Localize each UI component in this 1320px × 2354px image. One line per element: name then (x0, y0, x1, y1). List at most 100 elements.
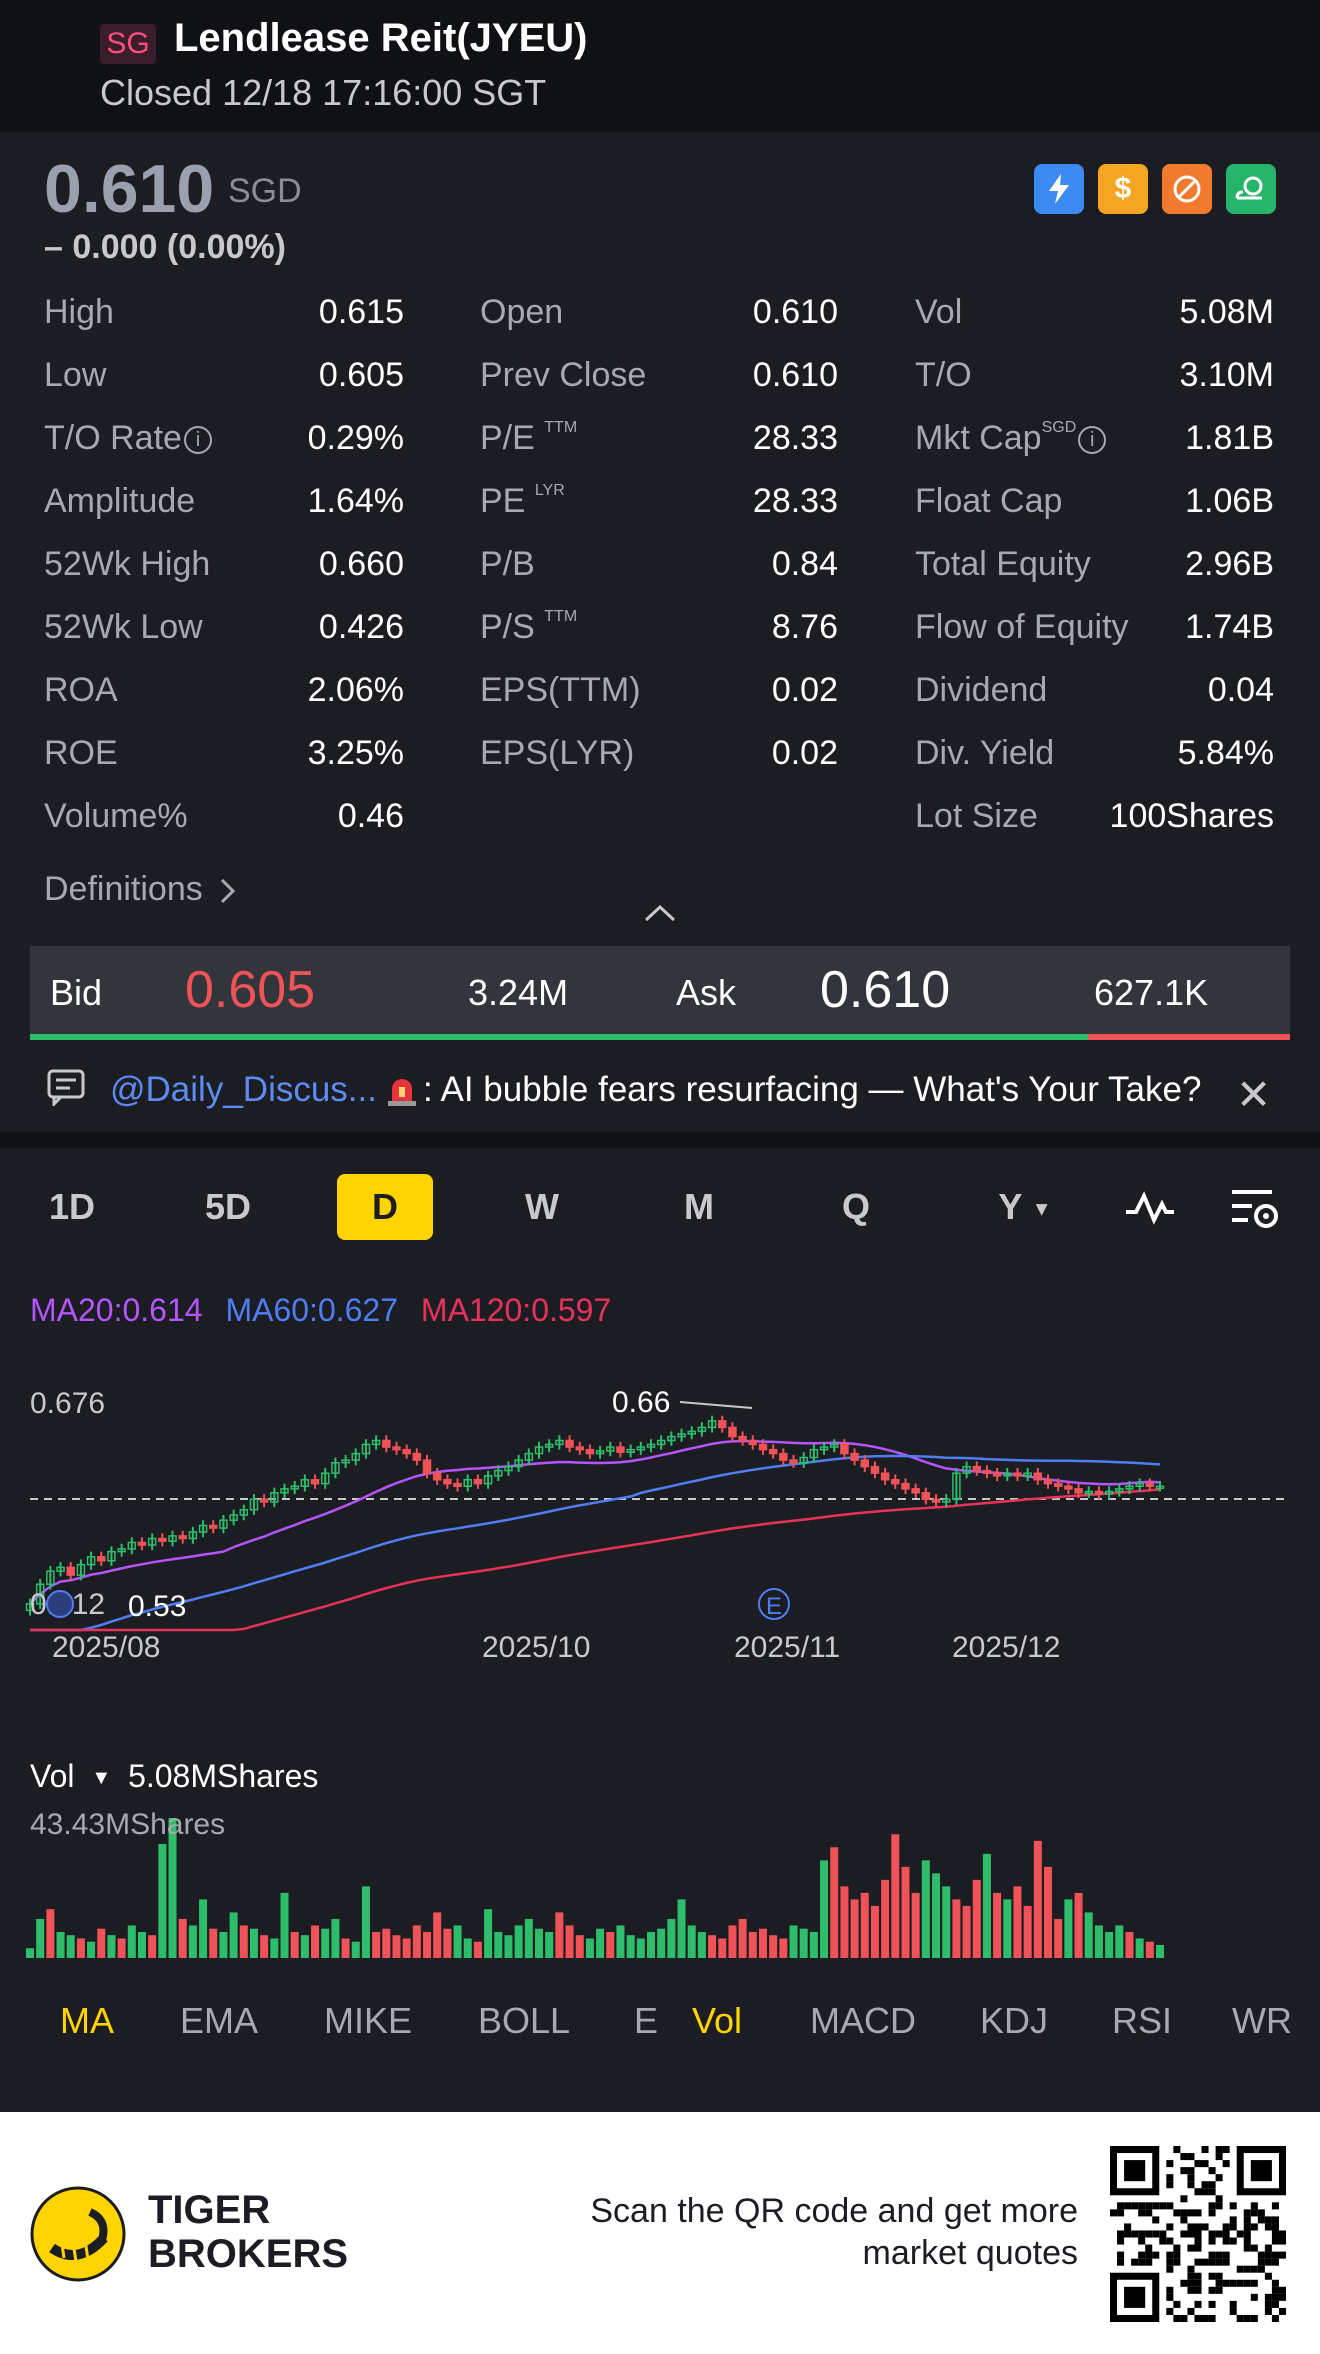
qr-module (1250, 2209, 1258, 2217)
low-marker: 0.53 (128, 1590, 186, 1623)
tab-monthly[interactable]: M (684, 1186, 714, 1227)
candle-body (779, 1452, 788, 1461)
volume-bar (453, 1925, 462, 1958)
qr-module (1243, 2237, 1251, 2245)
volume-bar (799, 1928, 808, 1958)
volume-bar (921, 1860, 930, 1958)
news-author[interactable]: @Daily_Discus... (110, 1070, 377, 1109)
indicator-ema[interactable]: EMA (180, 2000, 259, 2041)
tab-5d[interactable]: 5D (204, 1186, 252, 1227)
volume-bar (351, 1941, 360, 1958)
tab-1d[interactable]: 1D (48, 1186, 96, 1227)
indicator-rsi[interactable]: RSI (1112, 2000, 1173, 2041)
candlestick-chart[interactable]: 0.676 0.66 0.512 0.53 E 2025/08 2025/10 … (0, 1340, 1320, 2000)
qr-module (1278, 2293, 1286, 2301)
stat-roe: ROE 3.25% (44, 734, 404, 772)
volume-value: 5.08MShares (128, 1758, 319, 1794)
tab-daily[interactable]: D (337, 1174, 433, 1240)
qr-module (1215, 2174, 1223, 2182)
qr-module (1194, 2258, 1202, 2266)
qr-module (1138, 2209, 1146, 2217)
ma-lines (29, 1439, 1161, 1632)
chart-settings-icon[interactable] (1228, 1184, 1284, 1234)
candle-body (565, 1439, 574, 1448)
candle-body (402, 1448, 411, 1455)
qr-module (1131, 2202, 1139, 2210)
cash-cycle-icon[interactable] (1226, 164, 1276, 214)
candle-body (453, 1482, 462, 1488)
qr-module (1208, 2237, 1216, 2245)
indicator-macd[interactable]: MACD (810, 2000, 916, 2041)
indicator-e-truncated[interactable]: E (634, 2000, 659, 2041)
volume-bar (137, 1931, 146, 1958)
qr-module (1201, 2160, 1209, 2168)
tab-yearly[interactable]: Y ▼ (998, 1186, 1052, 1227)
volume-bar (616, 1925, 625, 1958)
volume-bar (626, 1935, 635, 1958)
ma60-value: MA60:0.627 (225, 1292, 399, 1328)
last-price: 0.610 (44, 151, 215, 227)
qr-module (1271, 2237, 1279, 2245)
qr-module (1194, 2188, 1202, 2196)
info-icon[interactable]: i (183, 426, 212, 455)
indicator-ma[interactable]: MA (60, 2000, 114, 2041)
qr-module (1173, 2244, 1181, 2252)
qr-module (1194, 2230, 1202, 2238)
candle-body (544, 1443, 554, 1448)
earnings-marker: E (766, 1593, 782, 1620)
volume-bar (473, 1941, 482, 1958)
qr-module (1187, 2181, 1195, 2189)
ma60-line (30, 1454, 1161, 1632)
indicator-mike[interactable]: MIKE (324, 2000, 413, 2041)
volume-bar (392, 1935, 401, 1958)
close-icon[interactable]: ✕ (1236, 1071, 1272, 1118)
volume-bar (504, 1935, 513, 1958)
indicator-wr[interactable]: WR (1232, 2000, 1292, 2041)
qr-module (1215, 2195, 1223, 2203)
indicator-boll[interactable]: BOLL (478, 2000, 571, 2041)
qr-module (1236, 2265, 1244, 2273)
dollar-icon[interactable]: $ (1098, 164, 1148, 214)
tab-quarterly[interactable]: Q (841, 1186, 870, 1227)
news-ticker[interactable]: @Daily_Discus...: AI bubble fears resurf… (0, 1050, 1320, 1130)
qr-module (1271, 2314, 1279, 2322)
candle-body (606, 1446, 615, 1452)
candle-body (1053, 1482, 1063, 1488)
volume-bar (1084, 1912, 1093, 1958)
volume-bar (148, 1935, 157, 1958)
volume-bar (290, 1931, 299, 1958)
candle-body (249, 1498, 259, 1511)
qr-module (1159, 2237, 1167, 2245)
volume-bar (891, 1834, 900, 1958)
volume-bar (657, 1928, 666, 1958)
stat-roa: ROA 2.06% (44, 671, 404, 709)
qr-module (1166, 2265, 1174, 2273)
chevron-up-icon[interactable] (642, 898, 678, 928)
qr-module (1215, 2258, 1223, 2266)
volume-bar (433, 1912, 442, 1958)
candle-body (422, 1459, 432, 1474)
volume-bar (555, 1912, 564, 1958)
qr-module (1257, 2258, 1265, 2266)
volume-bar (412, 1925, 421, 1958)
candle-body (473, 1478, 483, 1485)
period-tabs: 1D 5D D W M Q Y ▼ (0, 1174, 1320, 1244)
indicator-vol[interactable]: Vol (692, 2000, 743, 2041)
qr-finder (1124, 2160, 1146, 2182)
lightning-icon[interactable] (1034, 164, 1084, 214)
volume-bar (911, 1892, 920, 1958)
volume-legend[interactable]: Vol ▼ 5.08MShares (30, 1758, 319, 1794)
news-headline[interactable]: @Daily_Discus...: AI bubble fears resurf… (110, 1070, 1201, 1110)
qr-module (1131, 2230, 1139, 2238)
indicator-kdj[interactable]: KDJ (980, 2000, 1049, 2041)
volume-bar (687, 1925, 696, 1958)
qr-module (1194, 2160, 1202, 2168)
indicator-wave-icon[interactable] (1122, 1186, 1178, 1230)
candle-body (952, 1472, 961, 1501)
qr-module (1187, 2223, 1195, 2231)
info-icon[interactable]: i (1078, 426, 1107, 455)
definitions-link[interactable]: Definitions (44, 870, 238, 909)
tab-weekly[interactable]: W (525, 1186, 559, 1227)
no-shorting-icon[interactable] (1162, 164, 1212, 214)
qr-module (1194, 2223, 1202, 2231)
